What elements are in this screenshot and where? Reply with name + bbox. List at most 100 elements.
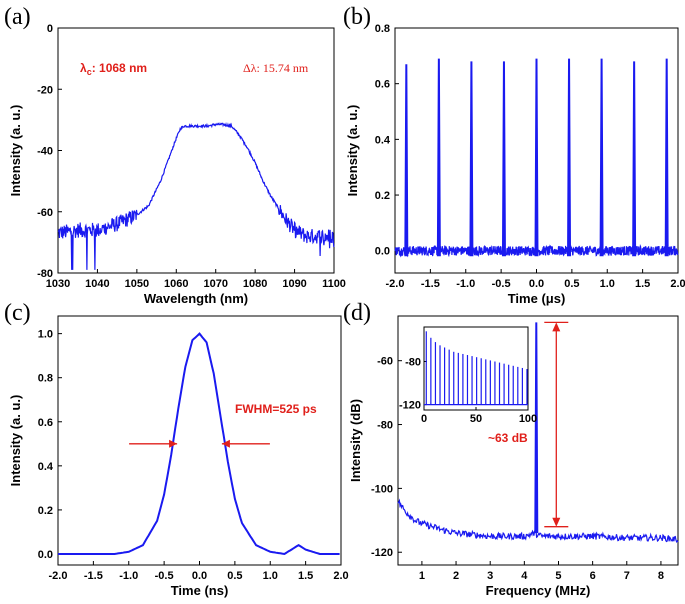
y-axis-label: Intensity (a. u.) — [345, 105, 360, 197]
plot-frame — [57, 315, 342, 566]
x-tick-label: 5 — [555, 570, 561, 582]
x-tick-label: 1030 — [46, 278, 70, 290]
x-tick-label: -2.0 — [386, 278, 405, 290]
y-tick-label: -60 — [37, 207, 53, 219]
panel-letter: (b) — [343, 4, 371, 30]
x-tick-label: 8 — [658, 570, 664, 582]
y-tick-label: -80 — [37, 268, 53, 280]
x-tick-label: 1080 — [243, 278, 267, 290]
x-tick-label: -1.0 — [456, 278, 475, 290]
center-wavelength-label: λc: 1068 nm — [80, 61, 147, 77]
pulse-spike — [567, 58, 572, 257]
x-tick-label: 1070 — [203, 278, 227, 290]
x-tick-label: -0.5 — [492, 278, 511, 290]
y-tick-label: 0.8 — [375, 23, 390, 35]
pulse-profile — [58, 332, 340, 556]
inset-x-tick-label: 100 — [519, 413, 537, 425]
x-tick-label: 4 — [521, 570, 528, 582]
x-tick-label: 1050 — [125, 278, 149, 290]
x-tick-label: -0.5 — [155, 570, 174, 582]
y-tick-label: -120 — [371, 547, 393, 559]
inset-y-tick-label: -120 — [399, 400, 421, 412]
x-tick-label: 2 — [453, 570, 459, 582]
pulse-spike — [664, 58, 669, 257]
pulse-spike — [404, 64, 409, 257]
pulse-spike — [534, 58, 539, 257]
delta-lambda-symbol: Δλ — [243, 61, 257, 75]
bandwidth-label: Δλ: 15.74 nm — [243, 61, 309, 75]
x-tick-label: 1100 — [322, 278, 346, 290]
x-tick-label: 7 — [624, 570, 630, 582]
inset-x-tick-label: 50 — [470, 413, 482, 425]
y-tick-label: -20 — [37, 84, 53, 96]
y-tick-label: 0.6 — [375, 79, 390, 91]
y-axis-label: Intensity (a. u.) — [8, 105, 23, 197]
x-tick-label: -1.0 — [119, 570, 138, 582]
x-tick-label: -1.5 — [84, 570, 103, 582]
y-tick-label: 0.6 — [38, 417, 53, 429]
y-tick-label: 0.2 — [38, 505, 53, 517]
x-tick-label: 1090 — [282, 278, 306, 290]
x-tick-label: 1 — [419, 570, 425, 582]
x-axis-label: Wavelength (nm) — [144, 291, 248, 306]
pulse-spike — [599, 58, 604, 257]
y-tick-label: 0.2 — [375, 190, 390, 202]
rf-noise-floor — [397, 498, 679, 543]
y-tick-label: -40 — [37, 146, 53, 158]
x-tick-label: 1060 — [164, 278, 188, 290]
pulse-spike — [436, 58, 441, 257]
x-tick-label: 0.5 — [227, 570, 242, 582]
panel-d: (d) 1 2 3 4 5 6 7 8 -120 -100 -80 -60 Frequency (MHz)… — [343, 300, 679, 598]
y-tick-label: 0.4 — [375, 134, 391, 146]
pulse-spike — [469, 61, 474, 257]
x-tick-label: 0.5 — [564, 278, 579, 290]
y-tick-label: -100 — [371, 483, 393, 495]
x-tick-label: 6 — [590, 570, 596, 582]
y-tick-label: -60 — [377, 356, 393, 368]
panel-b: (b) -2.0 -1.5 -1.0 -0.5 0.0 0.5 1.0 1.5 2.0 0.0 0.2… — [343, 4, 685, 306]
inset-x-tick-label: 0 — [421, 413, 427, 425]
panel-letter: (d) — [343, 300, 371, 326]
x-tick-label: 1.5 — [298, 570, 313, 582]
panel-a: (a) 1030 1040 1050 1060 1070 1080 1090 1100 -80 -6… — [4, 4, 346, 306]
y-tick-label: 0 — [47, 23, 53, 35]
x-tick-label: -1.5 — [421, 278, 440, 290]
snr-arrowhead-top — [552, 322, 561, 332]
x-tick-label: 1.0 — [263, 570, 278, 582]
x-tick-label: 0.0 — [192, 570, 207, 582]
y-tick-label: 0.0 — [38, 549, 53, 561]
x-tick-label: -2.0 — [49, 570, 68, 582]
pulse-spike — [501, 61, 506, 257]
y-tick-label: 1.0 — [38, 329, 53, 341]
lambda-subscript: c — [87, 67, 92, 77]
x-tick-label: 2.0 — [670, 278, 685, 290]
snr-arrowhead-bottom — [552, 517, 561, 527]
x-tick-label: 1.5 — [635, 278, 650, 290]
spectrum-line — [57, 121, 335, 270]
x-tick-label: 3 — [487, 570, 493, 582]
panel-letter: (a) — [4, 4, 31, 30]
y-axis-label: Intensity (a. u.) — [8, 395, 23, 487]
y-axis-label: Intensity (dB) — [348, 399, 363, 482]
snr-label: ~63 dB — [488, 431, 528, 445]
fwhm-label: FWHM=525 ps — [235, 402, 317, 416]
y-tick-label: 0.4 — [38, 461, 54, 473]
pulse-spike — [632, 61, 637, 257]
x-tick-label: 2.0 — [333, 570, 348, 582]
x-axis-label: Frequency (MHz) — [486, 583, 591, 598]
fundamental-peak — [534, 322, 539, 534]
y-tick-label: 0.8 — [38, 373, 53, 385]
lambda-symbol: λ — [80, 61, 87, 75]
x-tick-label: 1040 — [85, 278, 109, 290]
x-tick-label: 1.0 — [600, 278, 615, 290]
x-axis-label: Time (ns) — [171, 583, 229, 598]
panel-c: (c) -2.0 -1.5 -1.0 -0.5 0.0 0.5 1.0 1.5 2.0 0.0 0.2… — [4, 300, 349, 598]
bandwidth-value: : 15.74 nm — [257, 61, 309, 75]
center-wavelength-value: : 1068 nm — [92, 61, 147, 75]
inset-y-tick-label: -80 — [405, 356, 421, 368]
inset: 0 50 100 -120 -80 — [399, 326, 537, 425]
x-tick-label: 0.0 — [529, 278, 544, 290]
y-tick-label: -80 — [377, 420, 393, 432]
